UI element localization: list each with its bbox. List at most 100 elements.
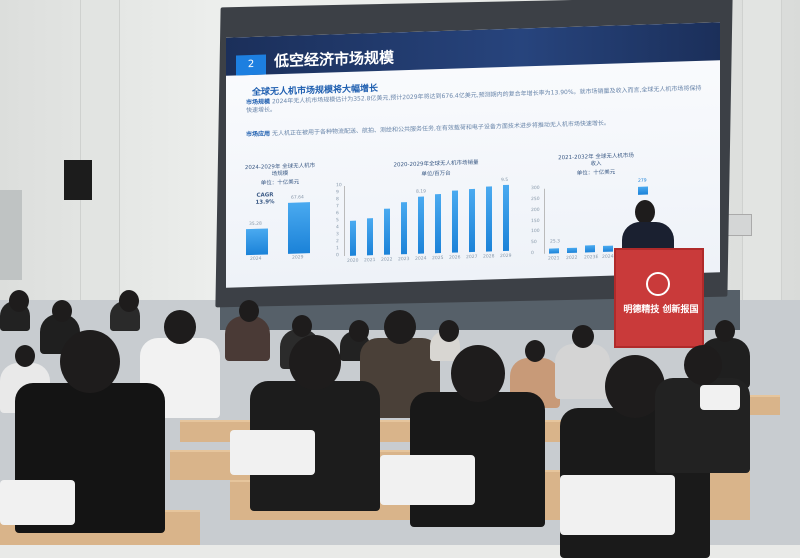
data-label: 9.5 [501,177,509,183]
school-emblem-icon [646,272,670,296]
y-tick-label: 0 [531,251,534,257]
chart-left-unit: 单位：十亿美元 [260,179,300,187]
chart-middle-unit: 单位/百万台 [421,170,451,178]
chart-middle-title: 2020-2029年全球无人机市场销量 [393,159,479,169]
audience-head [525,340,545,362]
audience-head [119,290,139,312]
audience-head [15,345,35,367]
audience-head [349,320,369,342]
bar-2020 [350,220,356,256]
y-tick-label: 2 [336,239,339,245]
x-tick-label: 2020 [347,258,359,264]
bar-2023 [401,202,407,255]
audience-head [292,315,312,337]
x-tick-label: 2029 [292,255,304,261]
audience-head [60,330,120,393]
data-label: 35.28 [249,221,262,227]
audience-head [450,345,505,402]
y-tick-label: 3 [336,232,339,238]
x-tick-label: 2023E [584,255,599,261]
audience-member [225,315,270,361]
bar-2021 [367,218,373,256]
x-tick-label: 2028 [483,254,495,260]
bar-2029 [288,202,310,254]
y-tick-label: 4 [336,225,339,231]
pillar [742,0,782,300]
x-tick-label: 2027 [466,254,478,261]
chair [230,430,315,475]
audience-head [164,310,196,344]
y-tick-label: 0 [336,253,339,259]
chair [700,385,740,410]
chair [380,455,475,505]
bar-2027 [469,188,475,253]
y-tick-label: 10 [336,183,342,189]
chart-left-title: 2024-2029年 全球无人机市场规模 [244,162,316,178]
chair [560,475,675,535]
audience-head [571,325,594,349]
audience-head [238,300,259,322]
podium-slogan: 明德精技 创新报国 [623,305,699,315]
bar-2028 [486,186,492,252]
data-label: 67.64 [291,195,304,201]
chart-right-bar-2032 [638,186,648,195]
section-number: 2 [236,54,266,76]
audience-head [52,300,72,322]
y-tick-label: 150 [531,218,540,224]
x-tick-label: 2026 [449,255,461,261]
bar-2022 [567,247,577,254]
paragraph-label: 市场应用 [246,130,271,139]
y-tick-label: 9 [336,190,339,196]
chart-right-title: 2021-2032年 全球无人机市场收入 [558,152,634,168]
y-tick-label: 250 [531,196,540,203]
audience-head [715,320,735,342]
y-tick-label: 7 [336,204,339,210]
audience-head [439,320,459,342]
bar-2022 [384,208,390,255]
x-tick-label: 2022 [566,255,578,262]
pillar [80,0,120,300]
paragraph-label: 市场规模 [246,98,271,107]
presenter-head [635,200,655,224]
wall-speaker [64,160,92,200]
data-label: 8.19 [416,189,427,195]
x-tick-label: 2021 [548,256,560,262]
x-tick-label: 2025 [432,255,444,262]
bar-2025 [435,193,441,254]
slide-title: 低空经济市场规模 [274,48,395,71]
x-tick-label: 2022 [381,257,393,263]
y-tick-label: 300 [531,185,540,192]
audience-head [384,310,416,344]
audience-member [555,344,610,400]
audience-head [9,290,29,312]
x-tick-label: 2023 [398,256,410,263]
y-tick-label: 6 [336,211,339,217]
bar-2021 [549,247,559,254]
bar-2024E [603,245,613,252]
y-tick-label: 5 [336,218,339,224]
chair [0,480,75,525]
y-axis [344,186,345,257]
y-tick-label: 1 [336,246,339,252]
chart-right-unit: 单位：十亿美元 [576,169,616,177]
paragraph-text: 无人机正在被用于各种物流配送、航拍、测绘和公共服务任务,在有效载荷和电子设备方面… [271,119,610,138]
y-axis [544,188,545,254]
bar-2024 [418,196,424,254]
audience-head [289,335,341,390]
bar-2029 [503,184,509,252]
x-tick-label: 2024 [250,256,262,263]
y-tick-label: 8 [336,197,339,203]
bar-2023E [585,245,595,253]
x-tick-label: 2029 [500,253,512,260]
y-tick-label: 200 [531,207,540,213]
cagr-annotation: CAGR 13.9% [255,192,275,206]
audience-head [683,345,722,385]
y-tick-label: 50 [531,240,537,246]
x-tick-label: 2021 [364,258,376,264]
x-tick-label: 2024 [415,256,427,262]
doorway [0,190,22,280]
bar-2026 [452,190,458,253]
data-label: 25.3 [550,239,561,245]
chart-right-last-label: 279 [638,178,647,184]
paragraph-market-application: 市场应用 无人机正在被用于各种物流配送、航拍、测绘和公共服务任务,在有效载荷和电… [246,117,706,139]
